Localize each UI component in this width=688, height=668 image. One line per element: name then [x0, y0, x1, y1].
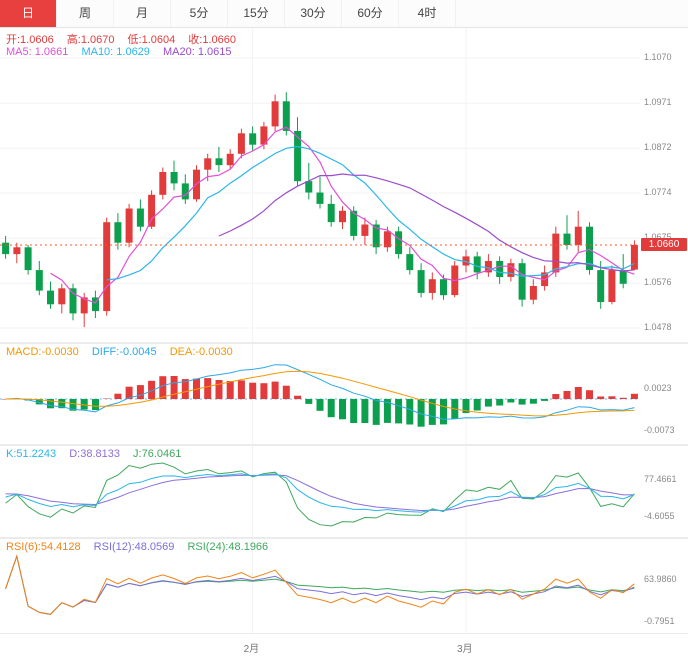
kdj-panel: K:51.2243 D:38.8133 J:76.0461 77.4661 -4.… [0, 446, 688, 539]
ma10-readout: MA10: 1.0629 [81, 46, 150, 58]
axis-label: 1.0576 [644, 277, 672, 288]
time-axis: 2月 3月 [0, 634, 688, 668]
axis-label: 1.0872 [644, 142, 672, 153]
j-value: J:76.0461 [133, 448, 182, 460]
axis-label: 1.0971 [644, 97, 672, 108]
rsi24-value: RSI(24):48.1966 [187, 541, 269, 553]
axis-label: 1.1070 [644, 52, 672, 62]
macd-panel: MACD:-0.0030 DIFF:-0.0045 DEA:-0.0030 0.… [0, 344, 688, 446]
kdj-chart[interactable] [0, 446, 640, 537]
timeframe-tabbar: 日周月 5分 15分 30分 60分 4时 [0, 0, 688, 28]
diff-value: DIFF:-0.0045 [91, 346, 157, 358]
timeframe-tab-6[interactable]: 60分 [342, 0, 399, 27]
price-axis: 1.0660 1.1070 1.0971 1.0872 1.0774 1.0675 1.0… [640, 28, 688, 342]
rsi6-value: RSI(6):54.4128 [6, 541, 81, 553]
axis-label: -4.6055 [644, 511, 675, 522]
timeframe-tab-5[interactable]: 30分 [285, 0, 342, 27]
axis-label: 1.0675 [644, 232, 672, 242]
ohlc-readout: 开:1.0606 高:1.0670 低:1.0604 收:1.0660 [6, 31, 246, 47]
ma-readout: MA5: 1.0661 MA10: 1.0629 MA20: 1.0615 [6, 46, 242, 58]
open-readout: 开:1.0606 [6, 34, 54, 46]
timeframe-tab-4[interactable]: 15分 [228, 0, 285, 27]
timeframe-tab-2[interactable]: 月 [114, 0, 171, 27]
kdj-readout: K:51.2243 D:38.8133 J:76.0461 [6, 448, 191, 460]
rsi-readout: RSI(6):54.4128 RSI(12):48.0569 RSI(24):4… [6, 541, 278, 553]
timeframe-tab-7[interactable]: 4时 [399, 0, 456, 27]
timeframe-tab-3[interactable]: 5分 [171, 0, 228, 27]
rsi-axis: 63.9860 -0.7951 [640, 539, 688, 633]
low-readout: 低:1.0604 [127, 34, 176, 46]
ma5-readout: MA5: 1.0661 [6, 46, 69, 58]
axis-label: 1.0478 [644, 322, 672, 332]
close-readout: 收:1.0660 [188, 34, 236, 46]
macd-readout: MACD:-0.0030 DIFF:-0.0045 DEA:-0.0030 [6, 346, 243, 358]
k-value: K:51.2243 [6, 448, 57, 460]
high-readout: 高:1.0670 [66, 34, 115, 46]
dea-value: DEA:-0.0030 [169, 346, 233, 358]
macd-chart[interactable] [0, 344, 640, 444]
axis-label: 1.0774 [644, 187, 672, 197]
macd-value: MACD:-0.0030 [6, 346, 79, 358]
axis-label: 63.9860 [644, 573, 677, 584]
timeframe-tab-1[interactable]: 周 [57, 0, 114, 27]
time-axis-label: 3月 [456, 644, 473, 655]
axis-label: 77.4661 [644, 473, 677, 484]
d-value: D:38.8133 [69, 448, 120, 460]
axis-label: -0.7951 [644, 615, 675, 626]
macd-axis: 0.0023 -0.0073 [640, 344, 688, 444]
ma20-readout: MA20: 1.0615 [163, 46, 232, 58]
last-price-tag: 1.0660 [641, 237, 687, 251]
time-axis-label: 2月 [243, 644, 260, 655]
rsi-chart[interactable] [0, 539, 640, 633]
rsi12-value: RSI(12):48.0569 [93, 541, 175, 553]
axis-label: 0.0023 [644, 382, 672, 393]
price-panel: 开:1.0606 高:1.0670 低:1.0604 收:1.0660 MA5:… [0, 28, 688, 344]
kdj-axis: 77.4661 -4.6055 [640, 446, 688, 537]
axis-label: -0.0073 [644, 425, 675, 436]
rsi-panel: RSI(6):54.4128 RSI(12):48.0569 RSI(24):4… [0, 539, 688, 634]
candlestick-chart[interactable] [0, 28, 640, 342]
timeframe-tab-0[interactable]: 日 [0, 0, 57, 27]
